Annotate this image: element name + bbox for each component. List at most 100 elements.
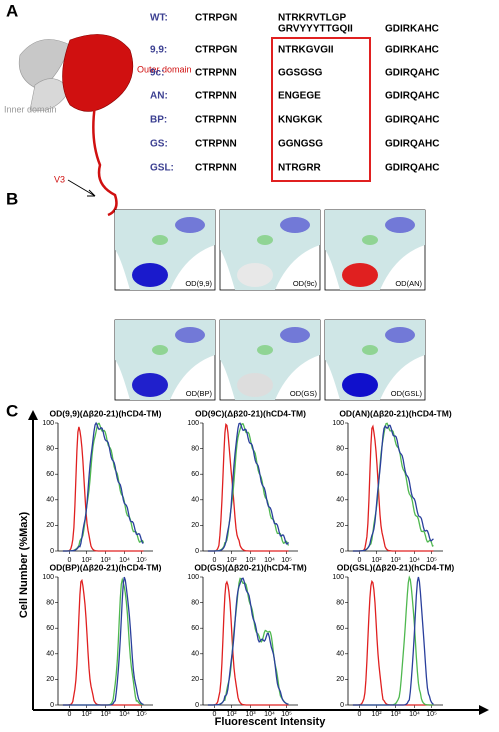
loop-blob xyxy=(237,373,273,397)
loop-blob xyxy=(132,263,168,287)
histogram: OD(GS)(Δβ20-21)(hCD4-TM) 0 20 40 60 80 100 0 10²… xyxy=(187,562,307,718)
seq-n: CTRPNN xyxy=(195,91,237,102)
x-tick-label: 0 xyxy=(212,557,216,564)
histogram: OD(AN)(Δβ20-21)(hCD4-TM) 0 20 40 60 80 100 0 10²… xyxy=(332,408,452,564)
seq-n: CTRPNN xyxy=(195,139,237,150)
loop-blob xyxy=(237,263,273,287)
x-tick-label: 10³ xyxy=(390,557,401,564)
structure-images: OD(9,9) OD(9c) OD(AN) OD(BP) OD(GS) OD(GSL) xyxy=(114,209,426,401)
y-tick-label: 40 xyxy=(191,651,199,658)
x-tick-label: 10⁴ xyxy=(264,711,275,718)
seq-name: WT: xyxy=(150,13,168,24)
histogram: OD(9C)(Δβ20-21)(hCD4-TM) 0 20 40 60 80 100 0 10²… xyxy=(187,408,306,564)
histogram-curve xyxy=(352,424,434,552)
seq-name: 9c: xyxy=(150,68,164,79)
structure-image: OD(GS) xyxy=(219,319,321,401)
surface-patch xyxy=(152,235,168,245)
structure-image: OD(GSL) xyxy=(324,319,426,401)
histograms: OD(9,9)(Δβ20-21)(hCD4-TM) 0 20 40 60 80 100 0 10… xyxy=(42,408,454,718)
image-caption: OD(BP) xyxy=(186,389,213,398)
x-tick-label: 0 xyxy=(67,557,71,564)
plot-title: OD(9C)(Δβ20-21)(hCD4-TM) xyxy=(195,408,306,418)
y-tick-label: 40 xyxy=(46,497,54,504)
x-tick-label: 10³ xyxy=(100,711,111,718)
seq-c: GDIRQAHC xyxy=(385,139,439,150)
surface-patch xyxy=(152,345,168,355)
histogram-curve xyxy=(62,576,144,706)
structure-image: OD(9c) xyxy=(219,209,321,291)
protein-structure xyxy=(18,34,134,217)
y-tick-label: 40 xyxy=(46,651,54,658)
y-tick-label: 80 xyxy=(191,445,199,452)
y-tick-label: 100 xyxy=(332,420,344,427)
x-tick-label: 10² xyxy=(81,557,92,564)
plot-title: OD(GS)(Δβ20-21)(hCD4-TM) xyxy=(194,562,307,572)
histogram-curve xyxy=(207,580,289,706)
image-caption: OD(AN) xyxy=(395,279,422,288)
x-tick-label: 10⁵ xyxy=(136,711,147,718)
y-tick-label: 100 xyxy=(332,574,344,581)
y-tick-label: 60 xyxy=(336,471,344,478)
surface-patch xyxy=(280,217,310,233)
y-tick-label: 0 xyxy=(195,548,199,555)
y-tick-label: 20 xyxy=(191,676,199,683)
surface-patch xyxy=(257,345,273,355)
histogram-curve xyxy=(62,426,144,552)
x-tick-label: 10² xyxy=(226,711,237,718)
x-tick-label: 0 xyxy=(357,711,361,718)
y-tick-label: 20 xyxy=(336,676,344,683)
loop-label: V3 xyxy=(54,174,65,184)
seq-loop: GGSGSG xyxy=(278,68,323,79)
inner-label: Inner domain xyxy=(4,104,57,114)
x-tick-label: 10⁴ xyxy=(119,557,130,564)
highlight-box xyxy=(271,37,371,182)
x-tick-label: 0 xyxy=(357,557,361,564)
x-tick-label: 0 xyxy=(212,711,216,718)
seq-loop: KNGKGK xyxy=(278,115,323,126)
plot-title: OD(GSL)(Δβ20-21)(hCD4-TM) xyxy=(337,562,455,572)
seq-n: CTRPNN xyxy=(195,163,237,174)
histogram-curve xyxy=(62,422,145,552)
x-tick-label: 10⁵ xyxy=(426,557,437,564)
x-tick-label: 10⁴ xyxy=(264,557,275,564)
seq-n: CTRPGN xyxy=(195,45,237,56)
x-axis-label: Fluorescent Intensity xyxy=(215,716,327,728)
y-tick-label: 100 xyxy=(42,420,54,427)
y-tick-label: 100 xyxy=(187,420,199,427)
y-tick-label: 20 xyxy=(46,676,54,683)
y-tick-label: 20 xyxy=(336,522,344,529)
histogram: OD(GSL)(Δβ20-21)(hCD4-TM) 0 20 40 60 80 100 0 10… xyxy=(332,562,454,718)
surface-patch xyxy=(175,327,205,343)
y-tick-label: 60 xyxy=(46,625,54,632)
x-tick-label: 10³ xyxy=(245,711,256,718)
x-tick-label: 10⁵ xyxy=(281,711,292,718)
y-tick-label: 100 xyxy=(187,574,199,581)
panel-label: B xyxy=(6,189,18,208)
seq-c: GDIRQAHC xyxy=(385,115,439,126)
y-tick-label: 80 xyxy=(336,599,344,606)
y-tick-label: 60 xyxy=(191,625,199,632)
image-caption: OD(GS) xyxy=(290,389,318,398)
x-tick-label: 10² xyxy=(226,557,237,564)
seq-loop: NTRKRVTLGP xyxy=(278,13,346,24)
plot-title: OD(AN)(Δβ20-21)(hCD4-TM) xyxy=(339,408,452,418)
x-tick-label: 10² xyxy=(371,557,382,564)
seq-c: GDIRQAHC xyxy=(385,91,439,102)
loop-blob xyxy=(342,373,378,397)
seq-loop: GRVYYYTTGQII xyxy=(278,24,353,35)
image-caption: OD(9c) xyxy=(293,279,318,288)
y-tick-label: 40 xyxy=(336,651,344,658)
y-tick-label: 80 xyxy=(336,445,344,452)
y-tick-label: 20 xyxy=(46,522,54,529)
seq-c: GDIRKAHC xyxy=(385,45,439,56)
seq-c: GDIRQAHC xyxy=(385,163,439,174)
y-axis-label: Cell Number (%Max) xyxy=(18,511,30,618)
x-tick-label: 10³ xyxy=(245,557,256,564)
structure-image: OD(9,9) xyxy=(114,209,216,291)
y-tick-label: 40 xyxy=(191,497,199,504)
y-tick-label: 0 xyxy=(50,702,54,709)
histogram-curve xyxy=(62,421,144,552)
x-tick-label: 10² xyxy=(371,711,382,718)
